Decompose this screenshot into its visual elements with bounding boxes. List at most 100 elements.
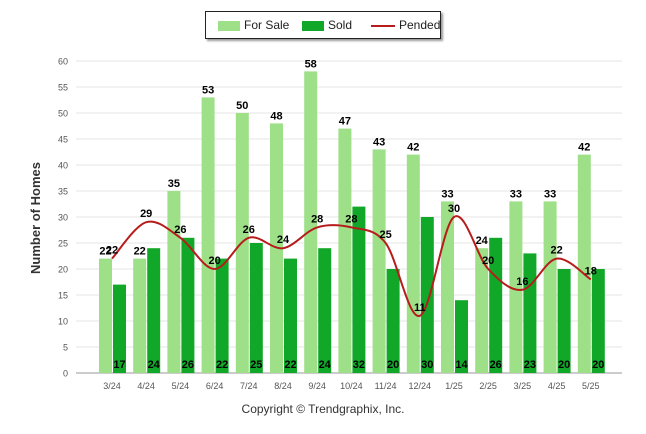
x-tick-label: 2/25 [479, 381, 497, 391]
data-label-pended: 20 [208, 255, 220, 267]
legend-swatch-sold [302, 21, 324, 31]
data-label-sold: 22 [216, 359, 228, 371]
data-label-pended: 26 [174, 224, 186, 236]
data-label-for-sale: 33 [544, 188, 556, 200]
legend: For Sale Sold Pended [205, 11, 441, 39]
legend-swatch-pended [371, 25, 395, 27]
x-tick-label: 5/24 [172, 381, 190, 391]
data-label-for-sale: 35 [168, 178, 180, 190]
data-label-sold: 24 [148, 359, 161, 371]
x-tick-label: 12/24 [409, 381, 432, 391]
data-label-pended: 22 [550, 245, 562, 257]
bar-for-sale [201, 97, 215, 374]
data-label-sold: 32 [353, 359, 365, 371]
y-axis-title: Number of Homes [28, 162, 43, 274]
data-label-pended: 11 [414, 302, 426, 314]
pended-line [111, 215, 592, 317]
data-label-sold: 14 [455, 359, 468, 371]
y-tick-label: 20 [58, 265, 68, 275]
bar-sold [249, 243, 263, 373]
bar-for-sale [543, 201, 557, 373]
data-label-sold: 22 [284, 359, 296, 371]
y-tick-label: 25 [58, 239, 68, 249]
data-label-sold: 23 [524, 359, 536, 371]
x-tick-label: 9/24 [308, 381, 326, 391]
data-label-pended: 24 [277, 234, 290, 246]
y-tick-label: 30 [58, 213, 68, 223]
x-axis-ticks: 3/24 4/24 5/24 6/24 7/24 8/24 9/24 10/24 11/24 12… [103, 381, 599, 391]
bar-for-sale [167, 191, 181, 373]
data-label-sold: 20 [558, 359, 570, 371]
data-label-for-sale: 53 [202, 84, 214, 96]
data-label-for-sale: 33 [510, 188, 522, 200]
y-tick-label: 5 [63, 343, 68, 353]
data-label-sold: 20 [592, 359, 604, 371]
x-tick-label: 3/25 [514, 381, 532, 391]
data-label-for-sale: 22 [99, 246, 111, 258]
bar-sold [215, 258, 229, 373]
bar-sold [386, 269, 400, 373]
bar-for-sale [372, 149, 386, 373]
data-label-sold: 20 [387, 359, 399, 371]
bar-sold [420, 217, 434, 373]
bar-sold [284, 258, 297, 373]
y-tick-label: 10 [58, 317, 68, 327]
data-label-pended: 28 [311, 213, 323, 225]
bar-sold [523, 253, 537, 373]
y-axis-ticks: 0 5 10 15 20 25 30 35 40 45 50 55 60 [58, 57, 68, 379]
legend-label-for-sale: For Sale [244, 18, 290, 32]
x-tick-label: 5/25 [582, 381, 600, 391]
x-tick-label: 1/25 [445, 381, 463, 391]
data-label-for-sale: 42 [578, 142, 590, 154]
bar-for-sale [133, 258, 147, 373]
x-tick-label: 6/24 [206, 381, 224, 391]
legend-swatch-for-sale [218, 21, 240, 31]
bar-for-sale [99, 258, 112, 373]
bar-sold [489, 237, 503, 373]
y-tick-label: 15 [58, 291, 68, 301]
copyright-footer: Copyright © Trendgraphix, Inc. [241, 402, 405, 416]
bar-sold [318, 248, 332, 373]
data-label-pended: 18 [585, 265, 597, 277]
data-label-for-sale: 33 [441, 188, 453, 200]
data-label-for-sale: 50 [236, 100, 248, 112]
data-label-for-sale: 58 [305, 58, 317, 70]
bar-sold [352, 206, 366, 373]
data-label-pended: 29 [140, 208, 152, 220]
x-tick-label: 4/24 [137, 381, 155, 391]
data-label-for-sale: 42 [407, 142, 419, 154]
bars: 22 17 22 24 35 26 53 22 50 25 48 22 58 24 47 32 43 20 42 30… [99, 58, 605, 374]
bar-for-sale [509, 201, 523, 373]
bar-sold [557, 269, 571, 373]
data-label-for-sale: 47 [339, 116, 351, 128]
data-label-pended: 16 [516, 276, 528, 288]
y-tick-label: 60 [58, 57, 68, 67]
data-label-sold: 25 [250, 359, 262, 371]
bar-sold [455, 300, 468, 373]
data-label-for-sale: 22 [134, 246, 146, 258]
y-tick-label: 0 [63, 369, 68, 379]
x-tick-label: 10/24 [340, 381, 363, 391]
bar-sold [181, 237, 195, 373]
data-label-pended: 25 [379, 229, 391, 241]
x-tick-label: 4/25 [548, 381, 566, 391]
data-label-pended: 22 [106, 245, 118, 257]
y-tick-label: 40 [58, 161, 68, 171]
data-label-for-sale: 48 [270, 110, 282, 122]
data-label-sold: 26 [490, 359, 502, 371]
legend-label-sold: Sold [328, 18, 353, 32]
x-tick-label: 3/24 [103, 381, 121, 391]
data-label-sold: 30 [421, 359, 433, 371]
data-label-for-sale: 43 [373, 136, 385, 148]
pended-series: 22 29 26 20 26 24 28 28 25 11 30 20 16 22 18 [106, 203, 597, 317]
y-tick-label: 45 [58, 135, 68, 145]
data-label-for-sale: 24 [476, 235, 489, 247]
bar-sold [113, 284, 126, 373]
x-tick-label: 11/24 [375, 381, 397, 391]
x-tick-label: 7/24 [240, 381, 258, 391]
y-tick-label: 50 [58, 109, 68, 119]
bar-sold [147, 248, 161, 373]
data-label-pended: 20 [482, 255, 494, 267]
bar-for-sale [441, 201, 454, 373]
